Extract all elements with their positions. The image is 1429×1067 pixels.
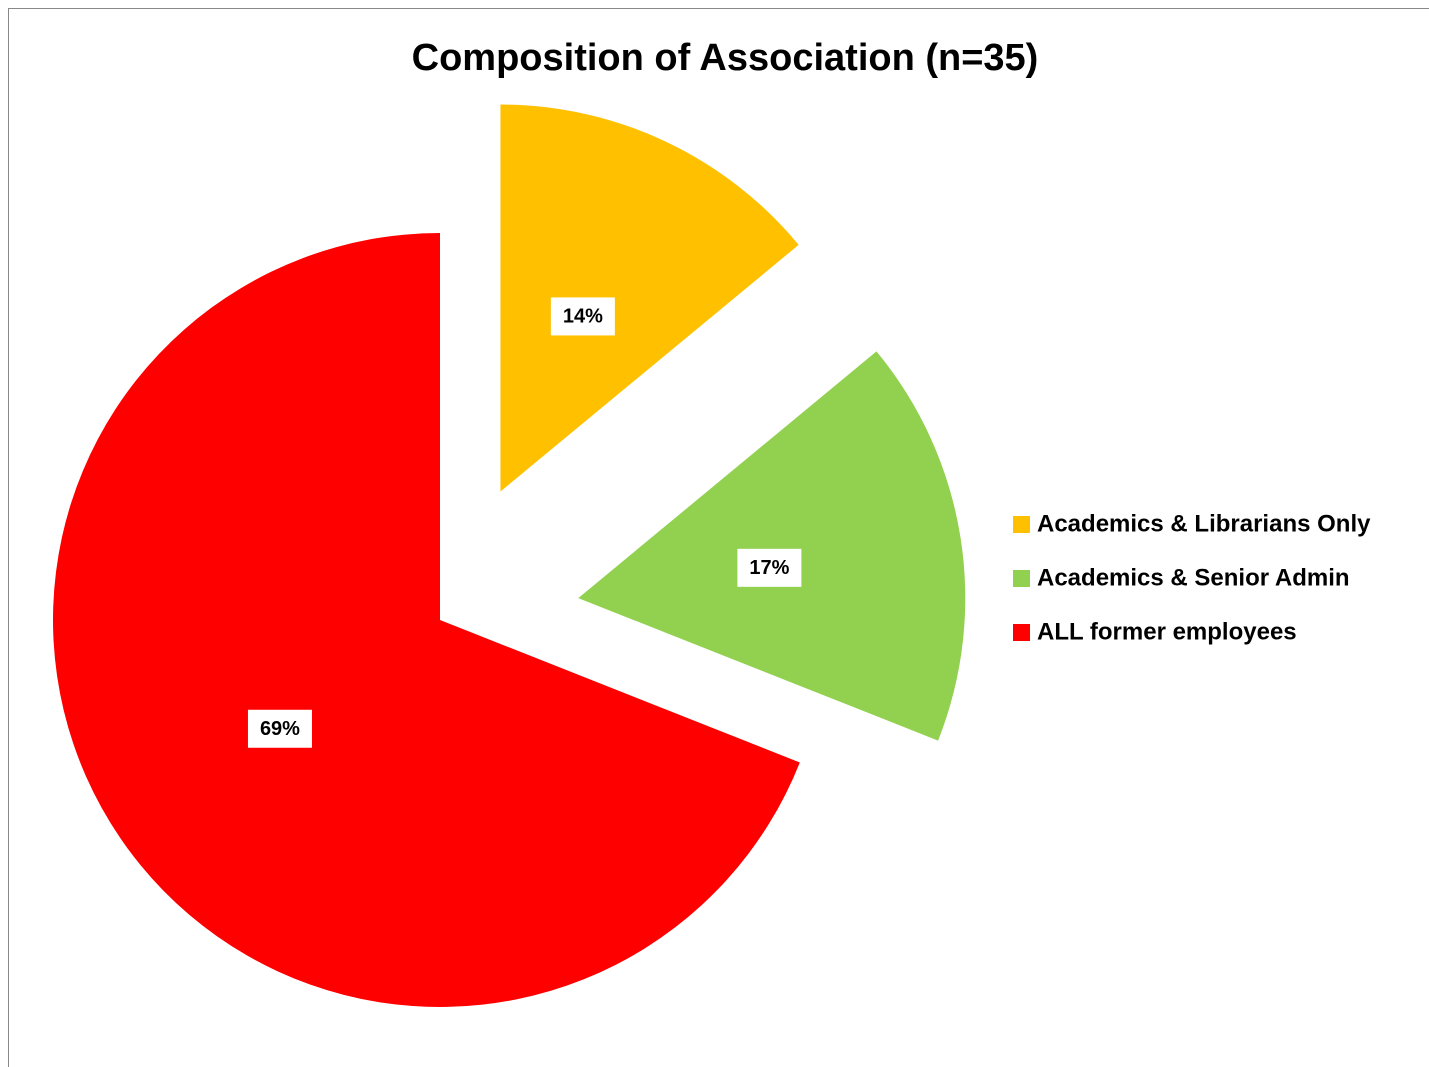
pie-slice — [53, 233, 800, 1007]
data-label: 17% — [749, 557, 789, 579]
pie-slice — [578, 351, 966, 741]
data-label-box — [247, 709, 312, 748]
legend-swatch — [1013, 570, 1030, 587]
data-label-box — [550, 297, 615, 336]
pie-slice — [500, 104, 799, 492]
data-label: 69% — [260, 718, 300, 740]
data-label: 14% — [563, 306, 603, 328]
legend-swatch — [1013, 516, 1030, 533]
legend-label: Academics & Librarians Only — [1037, 510, 1371, 537]
legend-label: ALL former employees — [1037, 618, 1297, 645]
legend-label: Academics & Senior Admin — [1037, 564, 1350, 591]
legend-swatch — [1013, 624, 1030, 641]
data-label-box — [737, 548, 802, 587]
chart-title: Composition of Association (n=35) — [412, 37, 1039, 79]
